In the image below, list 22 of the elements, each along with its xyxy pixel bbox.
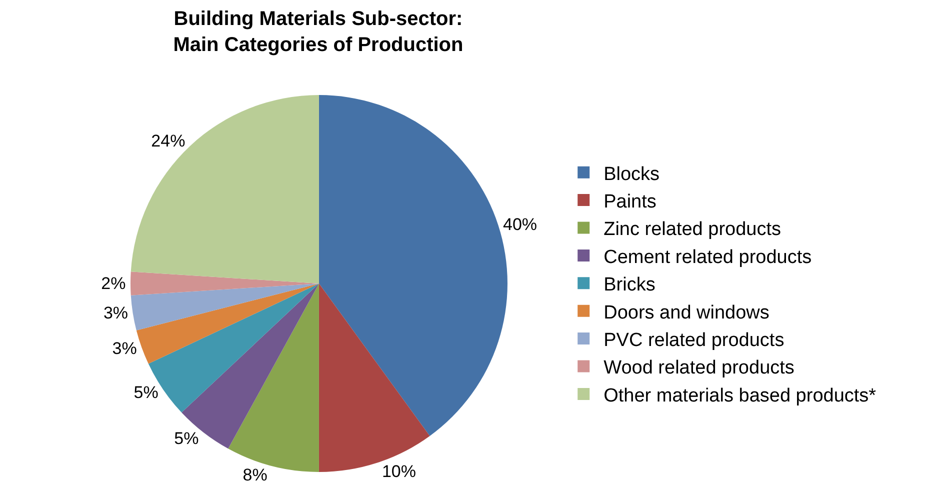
legend-label: Bricks [604,274,656,296]
data-label: 8% [242,465,268,484]
data-label: 10% [382,462,416,481]
pie-slice [130,95,319,284]
legend-label: Other materials based products* [604,385,877,406]
data-label: 24% [151,132,186,151]
pie-slice [136,284,319,364]
legend-label: Zinc related products [604,219,782,240]
legend-label: Cement related products [604,246,812,268]
data-label: 3% [112,338,137,358]
data-label: 5% [134,382,158,402]
data-label: 3% [103,304,128,323]
legend-label: Blocks [604,164,660,185]
pie-slice [130,284,319,330]
legend-label: Doors and windows [604,302,770,324]
chart-title: Building Materials Sub-sector: Main Categories of Production [173,8,464,56]
legend-label: Paints [604,191,656,212]
legend-label: PVC related products [604,330,784,351]
data-label: 2% [101,274,126,293]
legend-label: Wood related products [604,358,794,379]
data-label: 40% [503,214,538,234]
data-label: 5% [174,428,199,448]
